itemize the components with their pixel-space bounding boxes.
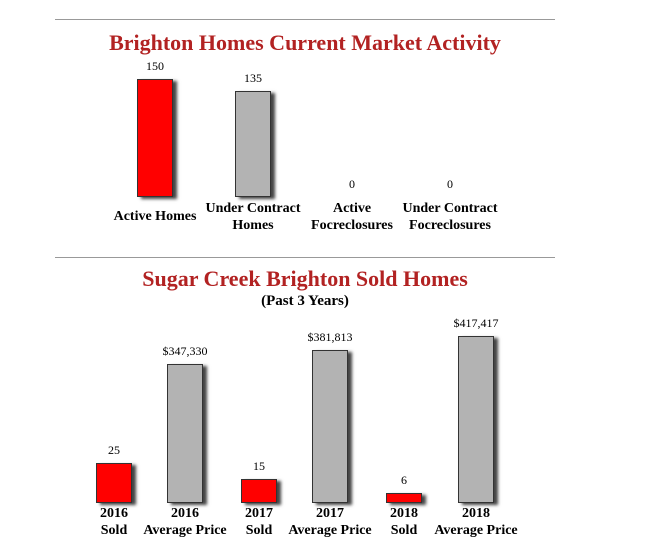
bar-2 bbox=[235, 91, 271, 197]
category-label-4: 2017 Average Price bbox=[288, 506, 372, 538]
bar-6 bbox=[458, 336, 494, 503]
value-label-1: 25 bbox=[108, 443, 120, 457]
bar-3 bbox=[241, 479, 277, 503]
value-label-2: 135 bbox=[244, 71, 262, 85]
chart2-title: Sugar Creek Brighton Sold Homes bbox=[142, 266, 468, 291]
value-label-4: $381,813 bbox=[307, 330, 353, 344]
value-label-2: $347,330 bbox=[162, 344, 208, 358]
value-label-5: 6 bbox=[401, 473, 407, 487]
value-label-4: 0 bbox=[447, 177, 453, 191]
chart1-title: Brighton Homes Current Market Activity bbox=[109, 30, 501, 55]
bar-2 bbox=[167, 364, 203, 503]
category-label-2: 2016 Average Price bbox=[143, 506, 227, 538]
category-label-5: 2018 Sold bbox=[390, 506, 418, 538]
top-divider bbox=[55, 19, 555, 20]
category-label-6: 2018 Average Price bbox=[434, 506, 518, 538]
bar-1 bbox=[96, 463, 132, 503]
category-label-1: Active Homes bbox=[113, 209, 197, 224]
category-label-2: Under Contract Homes bbox=[205, 201, 301, 233]
value-label-3: 15 bbox=[253, 459, 265, 473]
value-label-6: $417,417 bbox=[453, 316, 499, 330]
value-label-3: 0 bbox=[349, 177, 355, 191]
value-label-1: 150 bbox=[146, 59, 164, 73]
category-label-3: 2017 Sold bbox=[245, 506, 273, 538]
bar-1 bbox=[137, 79, 173, 197]
bar-4 bbox=[312, 350, 348, 503]
category-label-1: 2016 Sold bbox=[100, 506, 128, 538]
category-label-4: Under Contract Focreclosures bbox=[402, 201, 498, 233]
category-label-3: Active Focreclosures bbox=[311, 201, 393, 233]
chart2-subtitle: (Past 3 Years) bbox=[261, 293, 349, 309]
bar-5 bbox=[386, 493, 422, 503]
middle-divider bbox=[55, 257, 555, 258]
